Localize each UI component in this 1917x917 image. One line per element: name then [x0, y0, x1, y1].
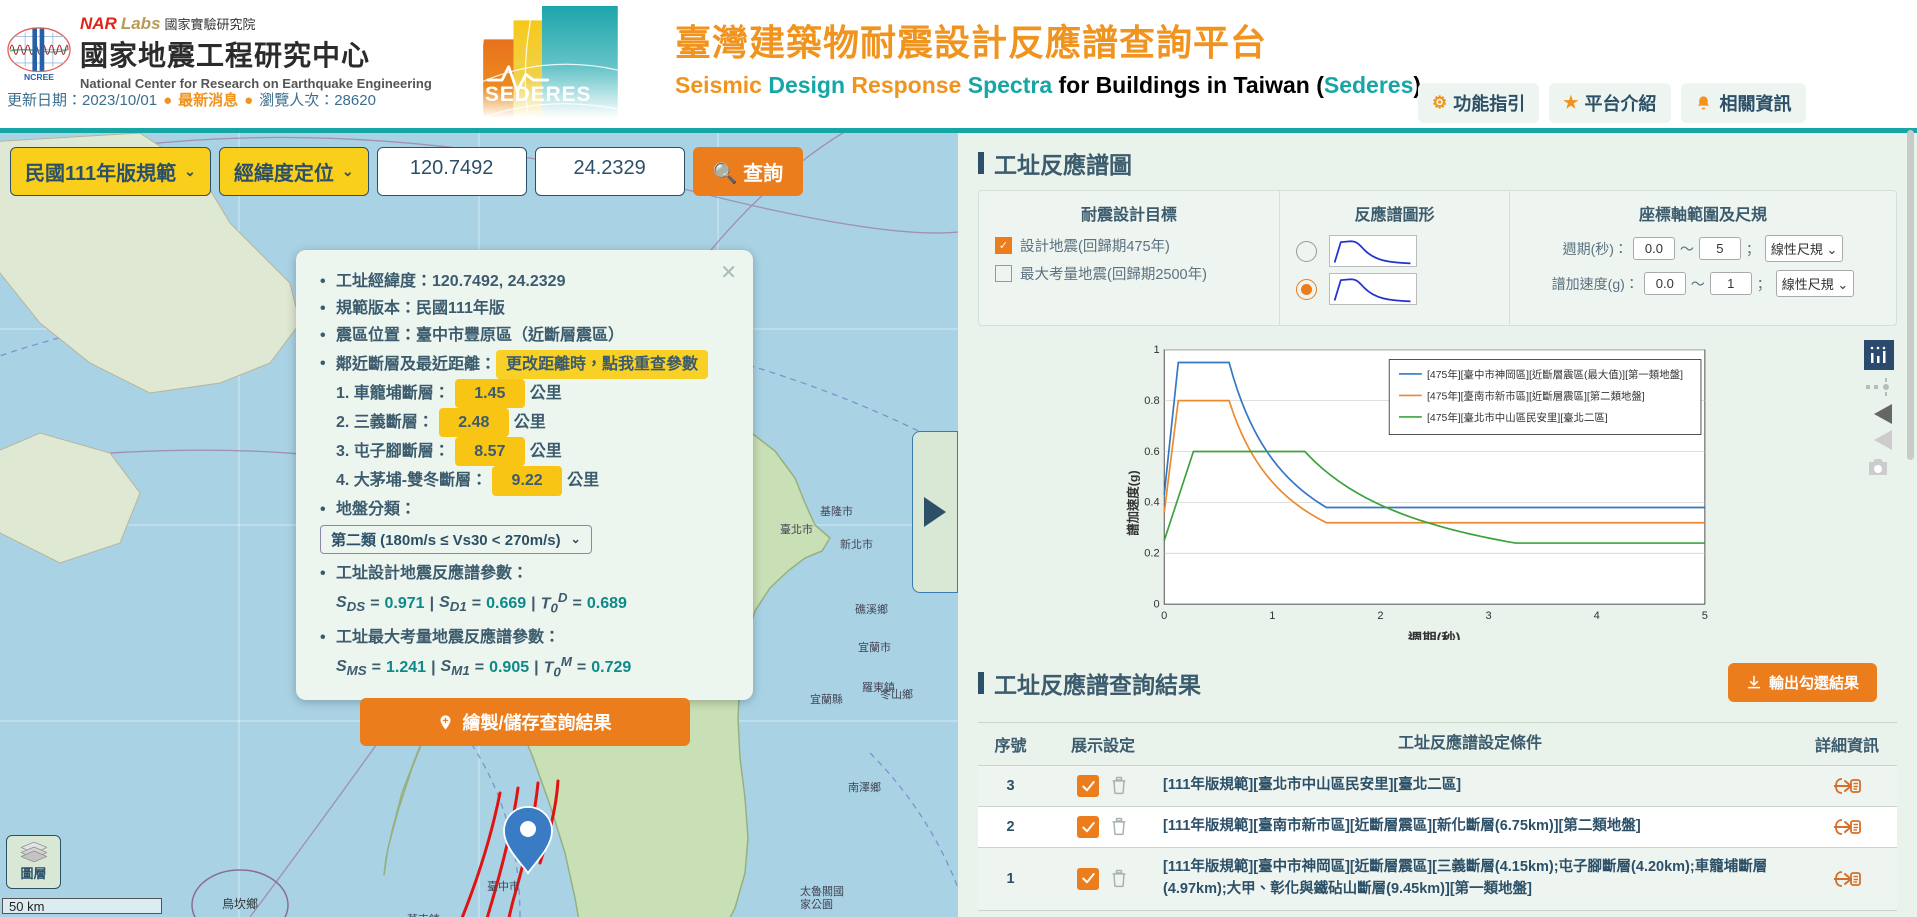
svg-text:南澤鄉: 南澤鄉	[848, 781, 881, 794]
svg-text:SEDERES: SEDERES	[485, 83, 591, 106]
svg-text:NCREE: NCREE	[24, 72, 54, 82]
svg-text:0.2: 0.2	[1144, 548, 1159, 560]
svg-text:新北市: 新北市	[840, 537, 873, 551]
svg-text:週期(秒): 週期(秒)	[1407, 629, 1461, 640]
svg-text:太魯閣國: 太魯閣國	[800, 884, 844, 898]
svg-text:臺中市: 臺中市	[487, 879, 520, 893]
svg-text:1: 1	[1269, 610, 1275, 622]
svg-text:基隆市: 基隆市	[820, 504, 853, 518]
svg-text:5: 5	[1702, 610, 1708, 622]
svg-text:0.8: 0.8	[1144, 395, 1159, 407]
svg-text:1: 1	[1153, 344, 1159, 356]
svg-text:礁溪鄉: 礁溪鄉	[855, 602, 888, 616]
svg-text:譜加速度(g): 譜加速度(g)	[1125, 470, 1140, 535]
svg-text:0: 0	[1153, 598, 1159, 610]
svg-text:臺北市: 臺北市	[780, 522, 813, 536]
svg-text:[475年][臺北市中山區民安里][臺北二區]: [475年][臺北市中山區民安里][臺北二區]	[1427, 411, 1608, 424]
svg-text:[475年][臺南市新市區][近斷層震區][第二類地盤]: [475年][臺南市新市區][近斷層震區][第二類地盤]	[1427, 389, 1645, 402]
svg-text:烏坎鄉: 烏坎鄉	[222, 897, 258, 911]
svg-text:宜蘭市: 宜蘭市	[858, 640, 891, 654]
svg-text:宜蘭縣: 宜蘭縣	[810, 692, 843, 706]
svg-text:3: 3	[1486, 610, 1492, 622]
svg-text:0.6: 0.6	[1144, 446, 1159, 458]
svg-text:0: 0	[1161, 610, 1167, 622]
svg-text:2: 2	[1377, 610, 1383, 622]
svg-text:家公園: 家公園	[800, 897, 833, 911]
svg-text:0.4: 0.4	[1144, 497, 1159, 509]
svg-text:4: 4	[1594, 610, 1600, 622]
svg-text:冬山鄉: 冬山鄉	[880, 687, 913, 701]
svg-text:[475年][臺中市神岡區][近斷層震區(最大值)][第一類: [475年][臺中市神岡區][近斷層震區(最大值)][第一類地盤]	[1427, 368, 1683, 381]
